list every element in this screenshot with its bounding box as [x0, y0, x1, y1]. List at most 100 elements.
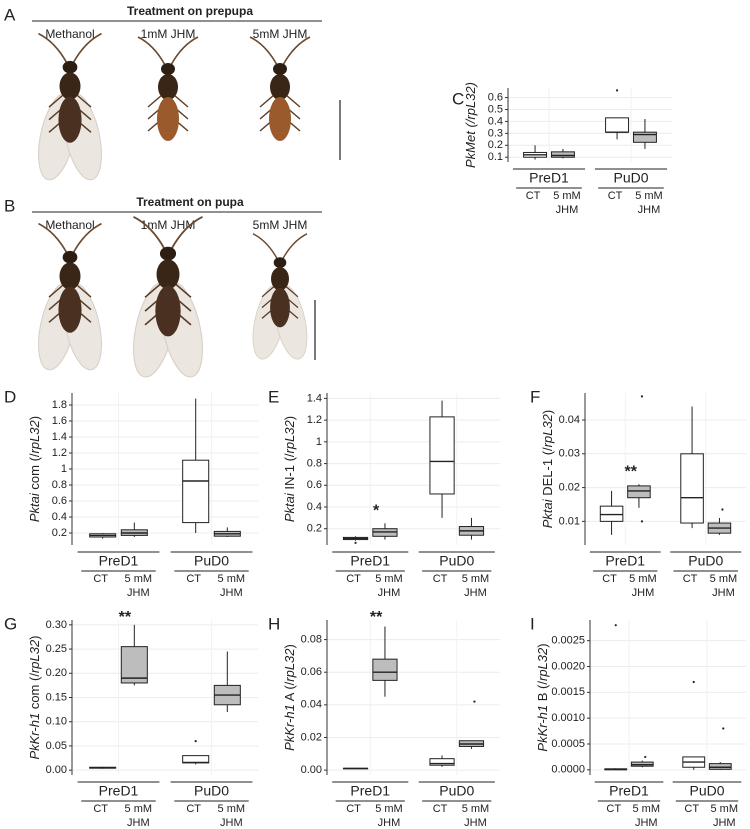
- column-label: 5mM JHM: [253, 218, 308, 232]
- abdomen: [270, 287, 290, 328]
- box: [372, 658, 398, 681]
- leg: [75, 93, 92, 108]
- y-axis-label-part: rpL32: [282, 419, 297, 453]
- subgroup-label: CT: [346, 803, 361, 815]
- antenna: [38, 222, 68, 254]
- insect-photo: [38, 32, 102, 181]
- y-axis-label-part: ): [535, 643, 550, 647]
- panel-title: Treatment on pupa: [136, 195, 244, 209]
- y-axis-label-part: PkKr-h1: [535, 705, 550, 752]
- group-label: PuD0: [439, 783, 474, 799]
- leg: [147, 94, 163, 108]
- group-label: PreD1: [350, 553, 390, 569]
- y-axis-label-part: B (/: [535, 681, 550, 705]
- thorax: [270, 74, 290, 100]
- group-label: PreD1: [529, 170, 569, 186]
- y-tick-label: 0.4: [52, 511, 67, 523]
- panel-letter: H: [268, 614, 280, 633]
- y-tick-label: 0.10: [46, 716, 67, 728]
- insect-photo: [249, 36, 311, 141]
- group-label: PuD0: [688, 553, 723, 569]
- y-axis-label-part: rpL32: [540, 413, 555, 447]
- group-label: PreD1: [609, 783, 649, 799]
- y-tick-label: 1.4: [52, 431, 67, 443]
- y-axis-label-part: Pktai: [282, 492, 297, 522]
- y-tick-label: 0.02: [301, 731, 322, 743]
- y-axis-label-part: rpL32: [27, 639, 42, 673]
- head: [62, 60, 78, 74]
- subgroup-label: CT: [608, 190, 623, 202]
- group-label: PreD1: [350, 783, 390, 799]
- y-axis-label: Pktai com (/rpL32): [27, 416, 42, 522]
- head: [273, 257, 287, 268]
- y-tick-label: 0.05: [46, 740, 67, 752]
- panel-letter: C: [452, 89, 464, 108]
- subgroup-label: JHM: [464, 817, 487, 829]
- subgroup-label: CT: [433, 573, 448, 585]
- subgroup-label: JHM: [127, 817, 150, 829]
- subgroup-label: 5 mM: [462, 573, 490, 585]
- y-axis-label-part: A (/: [282, 681, 297, 704]
- box: [599, 505, 624, 522]
- subgroup-label: JHM: [632, 587, 655, 599]
- insect-photo: [38, 222, 102, 371]
- subgroup-label: JHM: [127, 587, 150, 599]
- subgroup-label: CT: [186, 803, 201, 815]
- y-axis-label-part: ): [540, 410, 555, 414]
- y-axis-label-part: rpL32: [282, 648, 297, 682]
- subgroup-label: JHM: [638, 204, 661, 216]
- box: [708, 763, 732, 770]
- y-axis-label-part: PkMet: [463, 130, 478, 168]
- y-tick-label: 0.1: [488, 151, 503, 163]
- panel-title: Treatment on prepupa: [127, 4, 253, 18]
- y-tick-label: 0.2: [488, 139, 503, 151]
- leg: [259, 94, 275, 108]
- subgroup-label: CT: [346, 573, 361, 585]
- subgroup-label: CT: [93, 803, 108, 815]
- y-tick-label: 0.0005: [551, 738, 585, 750]
- y-tick-label: 0.0010: [551, 712, 585, 724]
- head: [161, 63, 175, 75]
- y-tick-label: 1.6: [52, 415, 67, 427]
- y-tick-label: 0.02: [559, 481, 580, 493]
- subgroup-label: 5 mM: [629, 573, 657, 585]
- y-axis-label-part: ): [27, 635, 42, 639]
- leg: [75, 283, 92, 298]
- y-axis-label: PkKr-h1 com (/rpL32): [27, 635, 42, 759]
- y-axis-label-part: com (/: [27, 453, 42, 493]
- y-tick-label: 0.3: [488, 127, 503, 139]
- group-label: PreD1: [99, 783, 139, 799]
- y-axis-label-part: (/: [463, 118, 478, 131]
- insect-photo: [133, 215, 203, 378]
- box: [605, 117, 630, 133]
- y-tick-label: 0.8: [307, 457, 322, 469]
- leg: [144, 282, 162, 298]
- y-axis-label-part: PkKr-h1: [282, 704, 297, 751]
- antenna: [72, 32, 102, 64]
- y-axis-label-part: rpL32: [535, 647, 550, 681]
- outlier: [194, 739, 197, 743]
- outlier: [640, 395, 644, 398]
- panel-letter: G: [4, 614, 17, 633]
- subgroup-label: JHM: [713, 817, 736, 829]
- subgroup-label: 5 mM: [635, 190, 663, 202]
- y-tick-label: 0.0015: [551, 686, 585, 698]
- y-tick-label: 0.2: [307, 523, 322, 535]
- y-tick-label: 0.4: [307, 501, 322, 513]
- antenna: [170, 215, 203, 250]
- group-label: PuD0: [194, 553, 229, 569]
- thorax: [156, 259, 180, 290]
- y-tick-label: 1: [61, 463, 67, 475]
- y-axis-label: PkKr-h1 A (/rpL32): [282, 644, 297, 751]
- y-axis-label-part: DEL-1 (/: [540, 447, 555, 499]
- antenna: [252, 233, 278, 260]
- subgroup-label: CT: [93, 573, 108, 585]
- y-axis-label-part: IN-1 (/: [282, 453, 297, 493]
- outlier: [615, 89, 619, 92]
- y-axis-label-part: rpL32: [463, 86, 478, 120]
- leg: [285, 94, 301, 108]
- leg: [173, 94, 189, 108]
- y-tick-label: 0.2: [52, 527, 67, 539]
- leg: [261, 285, 276, 298]
- subgroup-label: 5 mM: [553, 190, 581, 202]
